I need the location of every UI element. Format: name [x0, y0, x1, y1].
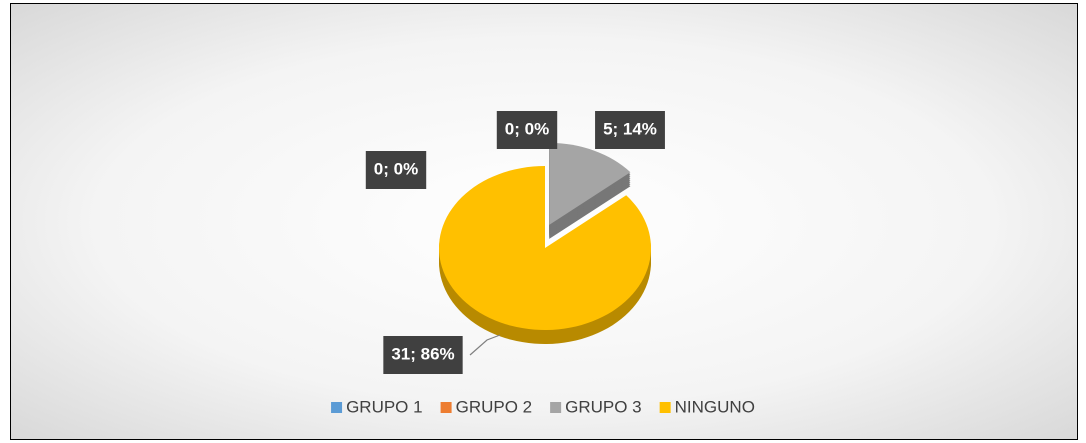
- data-label-box: [365, 151, 427, 189]
- legend-label: GRUPO 1: [346, 397, 423, 416]
- data-label: 0; 0%: [496, 111, 558, 149]
- data-label-box: [595, 111, 665, 149]
- legend-item: GRUPO 1: [331, 397, 423, 416]
- legend-swatch: [659, 402, 671, 413]
- legend-swatch: [440, 402, 452, 413]
- pie-slice: [438, 166, 651, 330]
- data-label: 5; 14%: [595, 111, 665, 149]
- legend-swatch: [550, 402, 562, 413]
- leader-line: [469, 334, 501, 356]
- pie-slice: [549, 142, 631, 225]
- legend-item: GRUPO 3: [550, 397, 642, 416]
- data-label-text: 0; 0%: [505, 119, 549, 138]
- data-label-box: [496, 111, 558, 149]
- data-label: 0; 0%: [365, 151, 427, 189]
- data-label: 31; 86%: [383, 336, 463, 374]
- legend-item: NINGUNO: [659, 397, 755, 416]
- legend-item: GRUPO 2: [440, 397, 533, 416]
- legend-swatch: [331, 402, 343, 413]
- legend-label: GRUPO 3: [565, 397, 642, 416]
- legend-label: NINGUNO: [675, 397, 755, 416]
- data-label-box: [383, 336, 463, 374]
- data-label-text: 0; 0%: [374, 159, 418, 178]
- legend-label: GRUPO 2: [456, 397, 533, 416]
- data-label-text: 31; 86%: [391, 344, 454, 363]
- data-label-text: 5; 14%: [603, 119, 657, 138]
